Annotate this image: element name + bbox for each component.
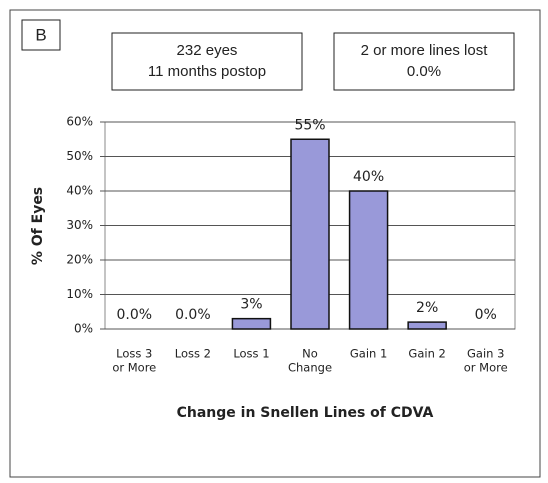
x-tick-label: No xyxy=(302,347,318,361)
value-label: 0% xyxy=(475,307,497,323)
y-tick-label: 20% xyxy=(66,253,93,267)
annotation: 232 eyes xyxy=(177,42,238,59)
x-tick-label: Loss 2 xyxy=(175,347,211,361)
x-tick-label: Gain 3 xyxy=(467,347,504,361)
bar xyxy=(407,321,447,330)
value-label: 40% xyxy=(353,169,384,185)
annotation: 11 months postop xyxy=(148,63,266,80)
x-tick-label: Loss 1 xyxy=(233,347,269,361)
value-label: 3% xyxy=(240,297,262,313)
annotation: 2 or more lines lost xyxy=(361,42,489,59)
value-label: 55% xyxy=(294,117,325,133)
panel-label-box xyxy=(21,19,61,51)
y-tick-label: 0% xyxy=(74,322,93,336)
x-tick-label: Loss 3 xyxy=(116,347,152,361)
panel-label: B xyxy=(35,25,46,44)
annotation: 0.0% xyxy=(407,63,441,80)
value-label: 2% xyxy=(416,300,438,316)
x-tick-label: Gain 1 xyxy=(350,347,387,361)
bar xyxy=(231,317,272,330)
x-tick-label: or More xyxy=(464,361,508,375)
value-label: 0.0% xyxy=(175,307,211,323)
y-tick-label: 40% xyxy=(66,184,93,198)
annotation-box xyxy=(111,32,303,91)
x-axis-title: Change in Snellen Lines of CDVA xyxy=(177,405,434,421)
x-tick-label: Change xyxy=(288,361,332,375)
x-tick-label: or More xyxy=(112,361,156,375)
value-label: 0.0% xyxy=(116,307,152,323)
bar xyxy=(348,190,389,330)
y-tick-label: 10% xyxy=(66,287,93,301)
y-tick-label: 60% xyxy=(66,115,93,129)
y-axis-title: % Of Eyes xyxy=(30,187,46,265)
y-tick-label: 30% xyxy=(66,218,93,232)
bar xyxy=(290,138,330,330)
x-tick-label: Gain 2 xyxy=(408,347,445,361)
annotation-box xyxy=(333,32,515,91)
y-tick-label: 50% xyxy=(66,149,93,163)
